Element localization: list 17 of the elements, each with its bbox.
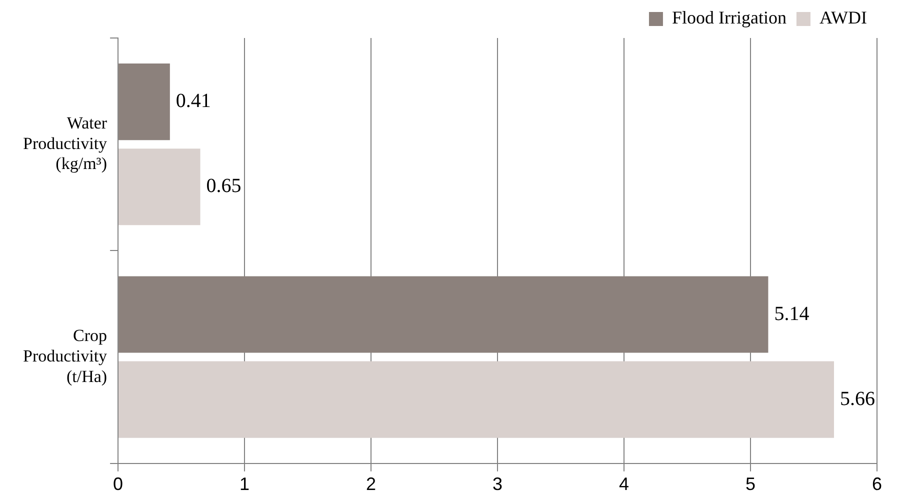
y-tick-label: Water Productivity (kg/m³) [22, 113, 108, 174]
legend-label: Flood Irrigation [672, 8, 786, 28]
legend-label: AWDI [819, 8, 868, 28]
x-tick-label: 4 [619, 474, 630, 494]
data-label: 0.65 [206, 175, 242, 198]
data-label: 5.14 [774, 302, 810, 325]
x-tick-label: 5 [746, 474, 756, 494]
bar [118, 148, 200, 226]
x-tick-label: 2 [366, 474, 376, 494]
bar [118, 361, 834, 438]
x-tick-label: 0 [113, 474, 124, 494]
x-tick-label: 3 [492, 474, 503, 494]
y-tick-label: Crop Productivity (t/Ha) [22, 326, 108, 386]
x-tick-label: 1 [240, 474, 250, 494]
x-tick-label: 6 [872, 474, 882, 494]
data-label: 0.41 [176, 90, 211, 112]
data-label: 5.66 [840, 388, 875, 410]
